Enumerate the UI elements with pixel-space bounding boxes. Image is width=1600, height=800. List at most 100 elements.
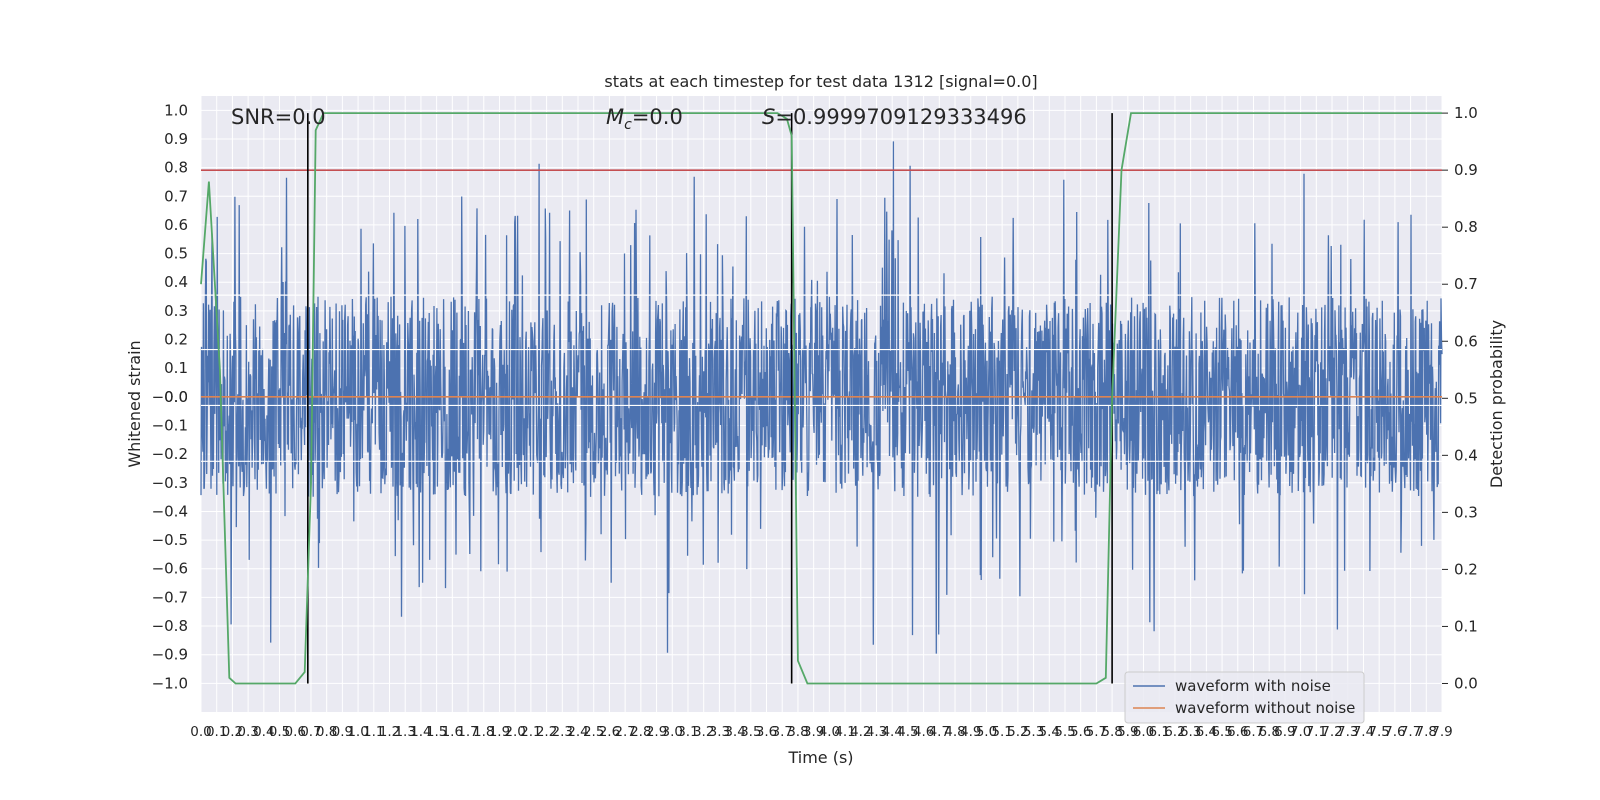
x-tick-label: 2.0 [504, 724, 525, 740]
y-left-tick-label: −0.4 [152, 502, 188, 520]
overlay-lines [200, 112, 1442, 685]
x-tick-label: 0.0 [190, 724, 211, 740]
y-right-tick-label: 0.1 [1454, 617, 1478, 635]
x-tick-label: 2.8 [630, 724, 651, 740]
legend: waveform with noise waveform without noi… [1124, 671, 1365, 724]
x-tick-label: 0.2 [222, 724, 243, 740]
x-tick-label: 1.7 [457, 724, 478, 740]
y-right-tick-label: 0.4 [1454, 446, 1478, 464]
x-tick-label: 5.2 [1007, 724, 1028, 740]
x-tick-label: 7.4 [1353, 724, 1374, 740]
y-left-tick-label: 0.7 [164, 187, 188, 205]
x-tick-label: 6.5 [1211, 724, 1232, 740]
x-tick-label: 5.6 [1070, 724, 1091, 740]
x-tick-label: 6.6 [1227, 724, 1248, 740]
x-tick-label: 3.9 [803, 724, 824, 740]
x-tick-label: 1.4 [410, 724, 431, 740]
x-tick-label: 6.7 [1243, 724, 1264, 740]
x-tick-label: 5.7 [1086, 724, 1107, 740]
x-tick-label: 6.4 [1196, 724, 1217, 740]
y-left-tick-label: −0.7 [152, 588, 188, 606]
x-tick-label: 4.2 [850, 724, 871, 740]
legend-box [1124, 671, 1365, 724]
chirp-mass-subscript: c [624, 117, 632, 133]
x-tick-label: 5.0 [976, 724, 997, 740]
y-left-tick-labels: −1.0 −0.9 −0.8 −0.7 −0.6 −0.5 −0.4 −0.3 −0.2 −0.1… [152, 101, 188, 692]
x-tick-label: 2.5 [583, 724, 604, 740]
x-tick-label: 2.2 [536, 724, 557, 740]
y-left-tick-label: −0.0 [152, 388, 188, 406]
x-tick-label: 4.4 [881, 724, 902, 740]
x-tick-label: 4.1 [834, 724, 855, 740]
x-tick-label: 7.3 [1337, 724, 1358, 740]
y-left-tick-label: −0.1 [152, 416, 188, 434]
x-tick-label: 4.3 [866, 724, 887, 740]
x-tick-label: 6.0 [1133, 724, 1154, 740]
x-tick-label: 1.1 [363, 724, 384, 740]
x-tick-label: 2.6 [599, 724, 620, 740]
detection-probability-line [200, 112, 1442, 685]
chart-title: stats at each timestep for test data 131… [604, 72, 1037, 91]
x-tick-label: 2.4 [567, 724, 588, 740]
x-tick-label: 4.5 [897, 724, 918, 740]
x-tick-label: 4.0 [819, 724, 840, 740]
x-tick-label: 5.4 [1039, 724, 1060, 740]
x-tick-label: 4.8 [944, 724, 965, 740]
x-tick-label: 1.9 [489, 724, 510, 740]
x-tick-label: 4.7 [929, 724, 950, 740]
x-tick-label: 5.9 [1117, 724, 1138, 740]
x-tick-label: 7.9 [1431, 724, 1452, 740]
score-symbol: S [762, 105, 775, 129]
y-left-tick-label: 0.2 [164, 331, 188, 349]
y-left-tick-label: −0.8 [152, 617, 188, 635]
x-tick-label: 0.9 [332, 724, 353, 740]
chirp-mass-symbol: M [606, 105, 624, 129]
x-tick-label: 6.2 [1164, 724, 1185, 740]
x-tick-label: 7.2 [1321, 724, 1342, 740]
y-left-tick-label: 0.6 [164, 216, 188, 234]
x-tick-label: 0.3 [237, 724, 258, 740]
y-left-tick-label: 1.0 [164, 101, 188, 119]
x-tick-label: 6.1 [1148, 724, 1169, 740]
waveform-with-noise-series [200, 141, 1443, 654]
x-tick-label: 2.7 [614, 724, 635, 740]
x-tick-label: 0.6 [285, 724, 306, 740]
y-left-tick-label: 0.8 [164, 159, 188, 177]
legend-label-noise: waveform with noise [1175, 677, 1331, 695]
x-tick-label: 7.5 [1368, 724, 1389, 740]
x-tick-label: 4.6 [913, 724, 934, 740]
y-left-tick-label: 0.1 [164, 359, 188, 377]
y-left-tick-label: −1.0 [152, 674, 188, 692]
y-left-tick-label: −0.6 [152, 560, 188, 578]
x-tick-label: 4.9 [960, 724, 981, 740]
y-left-tick-label: −0.9 [152, 646, 188, 664]
x-tick-label: 2.3 [552, 724, 573, 740]
x-tick-label: 0.7 [300, 724, 321, 740]
y-right-tick-label: 0.6 [1454, 332, 1478, 350]
y-axis-label-left: Whitened strain [125, 340, 144, 467]
score-annotation: S=0.9999709129333496 [762, 105, 1027, 129]
legend-label-clean: waveform without noise [1175, 699, 1355, 717]
x-tick-label: 1.5 [426, 724, 447, 740]
y-right-tick-label: 0.7 [1454, 275, 1478, 293]
x-tick-label: 0.1 [206, 724, 227, 740]
x-tick-label: 1.6 [442, 724, 463, 740]
x-tick-label: 1.3 [394, 724, 415, 740]
x-tick-label: 5.8 [1101, 724, 1122, 740]
snr-annotation: SNR=0.0 [231, 105, 326, 129]
x-tick-label: 1.0 [347, 724, 368, 740]
x-tick-label: 5.3 [1023, 724, 1044, 740]
y-right-tick-labels: 0.0 0.1 0.2 0.3 0.4 0.5 0.6 0.7 0.8 0.9 1.0 [1442, 104, 1478, 692]
x-tick-label: 6.8 [1258, 724, 1279, 740]
x-tick-label: 3.1 [677, 724, 698, 740]
y-right-tick-label: 1.0 [1454, 104, 1478, 122]
x-tick-label: 3.3 [709, 724, 730, 740]
y-left-tick-label: 0.3 [164, 302, 188, 320]
x-tick-label: 0.5 [269, 724, 290, 740]
y-left-tick-label: 0.9 [164, 130, 188, 148]
x-tick-label: 3.6 [756, 724, 777, 740]
x-tick-label: 5.1 [991, 724, 1012, 740]
y-right-tick-label: 0.5 [1454, 389, 1478, 407]
x-tick-label: 3.2 [693, 724, 714, 740]
y-left-tick-label: 0.4 [164, 273, 188, 291]
